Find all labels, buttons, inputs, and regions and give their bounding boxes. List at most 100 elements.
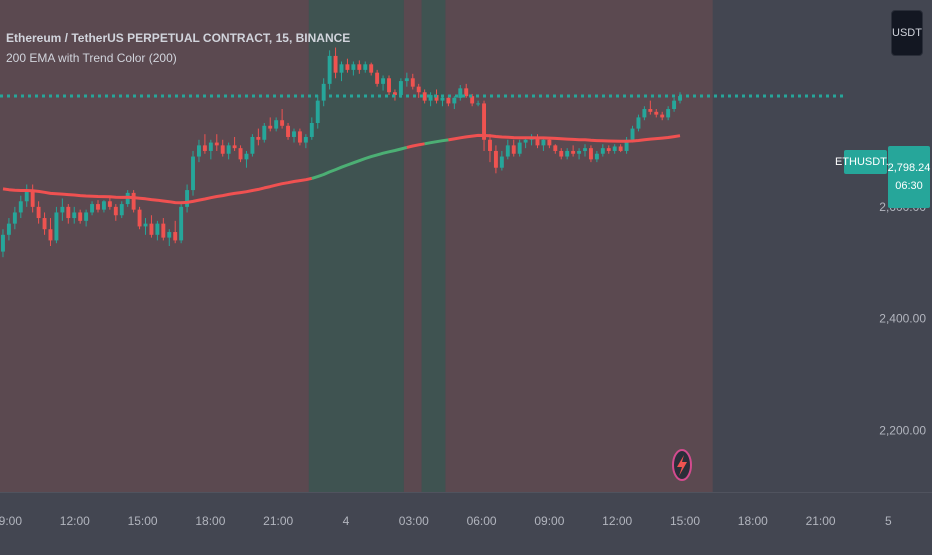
candle-body[interactable] <box>274 120 279 129</box>
candle-body[interactable] <box>535 136 540 146</box>
ema-line-up[interactable] <box>424 138 449 146</box>
candle-body[interactable] <box>30 190 35 207</box>
candle-body[interactable] <box>422 92 427 101</box>
candle-body[interactable] <box>488 139 492 151</box>
candle-body[interactable] <box>262 125 267 140</box>
candle-body[interactable] <box>280 120 285 126</box>
candle-body[interactable] <box>321 83 326 101</box>
candle-body[interactable] <box>202 145 207 151</box>
candle-body[interactable] <box>143 223 148 227</box>
candle-body[interactable] <box>12 212 17 224</box>
candle-body[interactable] <box>636 117 641 129</box>
candle-body[interactable] <box>523 139 528 143</box>
candle-body[interactable] <box>72 212 77 219</box>
candle-body[interactable] <box>678 96 682 101</box>
indicator-label[interactable]: 200 EMA with Trend Color (200) <box>6 51 177 65</box>
symbol-title[interactable]: Ethereum / TetherUS PERPETUAL CONTRACT, … <box>6 31 351 45</box>
candle-body[interactable] <box>66 206 71 219</box>
ema-line-down[interactable] <box>448 133 681 143</box>
candle-body[interactable] <box>511 145 516 154</box>
candle-body[interactable] <box>612 146 617 151</box>
candle-body[interactable] <box>600 148 605 154</box>
candle-body[interactable] <box>351 64 356 70</box>
currency-button[interactable]: USDT <box>891 10 923 56</box>
candle-body[interactable] <box>648 109 653 112</box>
candle-body[interactable] <box>238 148 243 160</box>
candle-body[interactable] <box>410 78 415 87</box>
candle-body[interactable] <box>404 78 409 82</box>
candle-body[interactable] <box>464 88 469 97</box>
candle-body[interactable] <box>517 142 522 154</box>
candle-body[interactable] <box>173 232 178 241</box>
candle-body[interactable] <box>1 234 5 252</box>
candle-body[interactable] <box>559 150 564 157</box>
candle-body[interactable] <box>446 97 451 104</box>
candle-body[interactable] <box>226 145 231 154</box>
ema-line-down[interactable] <box>406 142 425 149</box>
candle-body[interactable] <box>191 156 195 191</box>
candle-body[interactable] <box>149 223 154 235</box>
candle-body[interactable] <box>505 145 510 157</box>
candle-body[interactable] <box>577 150 582 154</box>
candle-body[interactable] <box>90 204 95 213</box>
candle-body[interactable] <box>24 190 29 202</box>
candle-body[interactable] <box>434 95 439 101</box>
candle-body[interactable] <box>119 204 124 216</box>
candle-body[interactable] <box>357 64 362 70</box>
candle-body[interactable] <box>161 223 166 238</box>
candle-body[interactable] <box>6 223 11 235</box>
candle-body[interactable] <box>339 64 344 73</box>
candle-body[interactable] <box>363 64 368 70</box>
candle-body[interactable] <box>244 153 249 160</box>
candle-body[interactable] <box>101 201 106 210</box>
ema-line-down[interactable] <box>2 176 313 205</box>
candle-body[interactable] <box>96 204 100 210</box>
candle-body[interactable] <box>387 78 391 93</box>
candle-body[interactable] <box>666 109 671 118</box>
candle-body[interactable] <box>381 78 386 84</box>
candle-body[interactable] <box>618 146 623 151</box>
candle-body[interactable] <box>208 142 213 151</box>
candle-body[interactable] <box>588 148 593 160</box>
candle-body[interactable] <box>214 142 219 146</box>
candle-body[interactable] <box>606 148 611 151</box>
time-axis[interactable] <box>0 492 932 550</box>
candle-body[interactable] <box>286 125 291 137</box>
candle-body[interactable] <box>493 150 498 168</box>
candle-body[interactable] <box>369 64 374 73</box>
candle-body[interactable] <box>553 145 558 151</box>
candle-body[interactable] <box>327 55 332 84</box>
candle-body[interactable] <box>416 86 421 93</box>
candle-body[interactable] <box>594 153 599 160</box>
candle-body[interactable] <box>155 223 160 235</box>
candle-body[interactable] <box>541 139 546 146</box>
candle-body[interactable] <box>630 128 635 140</box>
candle-body[interactable] <box>470 96 475 104</box>
candle-body[interactable] <box>642 109 647 118</box>
candle-body[interactable] <box>185 190 190 207</box>
candle-body[interactable] <box>54 212 59 241</box>
candle-body[interactable] <box>398 81 403 96</box>
candle-body[interactable] <box>232 145 237 149</box>
candle-body[interactable] <box>499 156 504 168</box>
candle-body[interactable] <box>78 212 83 221</box>
candle-body[interactable] <box>268 125 273 129</box>
candle-body[interactable] <box>345 64 350 70</box>
candle-body[interactable] <box>292 131 296 137</box>
candle-body[interactable] <box>297 131 302 143</box>
candle-body[interactable] <box>256 136 261 140</box>
candle-body[interactable] <box>315 100 320 123</box>
candle-body[interactable] <box>452 97 457 104</box>
candle-body[interactable] <box>333 55 338 73</box>
candle-body[interactable] <box>624 139 629 151</box>
candle-body[interactable] <box>131 192 136 210</box>
candle-body[interactable] <box>113 206 118 216</box>
candle-body[interactable] <box>672 100 677 110</box>
candle-body[interactable] <box>440 97 445 101</box>
candle-body[interactable] <box>220 145 225 154</box>
candle-body[interactable] <box>137 209 142 227</box>
candle-body[interactable] <box>482 103 486 140</box>
candle-body[interactable] <box>654 111 659 115</box>
candle-body[interactable] <box>660 114 665 118</box>
candle-body[interactable] <box>547 139 552 146</box>
